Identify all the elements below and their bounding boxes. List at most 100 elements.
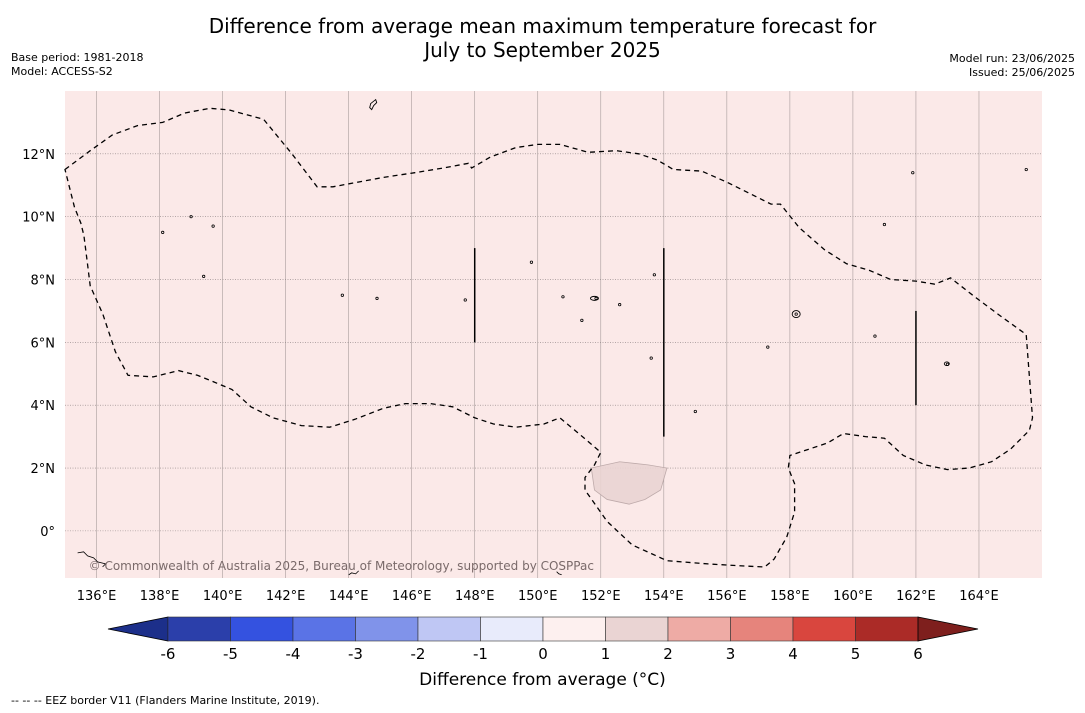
colorbar-segment <box>355 616 419 642</box>
longitude-tick-label: 148°E <box>455 589 495 604</box>
longitude-tick-label: 138°E <box>140 589 180 604</box>
map-title: Difference from average mean maximum tem… <box>0 14 1085 62</box>
title-line-1: Difference from average mean maximum tem… <box>208 14 877 38</box>
longitude-tick-label: 146°E <box>392 589 432 604</box>
longitude-tick-label: 162°E <box>896 589 936 604</box>
island-marker <box>375 296 379 300</box>
eez-border-layer <box>64 107 1034 568</box>
longitude-tick-label: 136°E <box>77 589 117 604</box>
longitude-tick-label: 160°E <box>833 589 873 604</box>
coastline <box>77 551 107 568</box>
latitude-tick-label: 6°N <box>31 336 56 351</box>
colorbar-segment <box>730 616 794 642</box>
island-marker <box>211 224 215 228</box>
colorbar-tick-label: -4 <box>286 645 301 663</box>
island-marker <box>618 303 622 307</box>
colorbar <box>107 616 979 642</box>
colorbar-segment <box>167 616 231 642</box>
island-marker <box>340 293 344 297</box>
colorbar-segment <box>230 616 294 642</box>
anomaly-patch-layer <box>590 461 668 505</box>
eez-border-line <box>64 107 1034 568</box>
colorbar-segment <box>667 616 731 642</box>
colorbar-segment <box>417 616 481 642</box>
colorbar-tick-label: 6 <box>913 645 923 663</box>
island-marker <box>693 409 697 414</box>
latitude-tick-label: 2°N <box>31 462 56 477</box>
longitude-tick-label: 154°E <box>644 589 684 604</box>
longitude-tick-label: 150°E <box>518 589 558 604</box>
issued-text: Issued: 25/06/2025 <box>968 66 1075 79</box>
colorbar-extend-low <box>107 616 169 642</box>
coastline <box>556 571 562 576</box>
model-run-text: Model run: 23/06/2025 <box>949 52 1075 65</box>
coastline <box>348 570 359 576</box>
island-marker <box>649 356 653 360</box>
model-text: Model: ACCESS-S2 <box>11 65 113 78</box>
island-marker <box>911 171 915 175</box>
anomaly-patch <box>590 461 668 505</box>
longitude-tick-label: 164°E <box>959 589 999 604</box>
island-marker <box>202 274 206 278</box>
island-outline <box>590 295 599 301</box>
longitude-tick-labels: 136°E 138°E 140°E 142°E 144°E 146°E 148°E 150°E… <box>77 589 999 604</box>
latitude-tick-label: 8°N <box>31 274 56 289</box>
island-marker <box>594 296 598 300</box>
colorbar-segment <box>542 616 606 642</box>
island-marker <box>189 215 193 219</box>
longitude-tick-label: 140°E <box>203 589 243 604</box>
island-outline <box>369 98 378 111</box>
colorbar-tick-label: 3 <box>726 645 736 663</box>
copyright-text: © Commonwealth of Australia 2025, Bureau… <box>89 559 594 573</box>
island-marker <box>1024 167 1028 172</box>
longitude-tick-label: 156°E <box>707 589 747 604</box>
island-marker <box>794 312 798 316</box>
colorbar-segment <box>855 616 919 642</box>
meta-left: Base period: 1981-2018 Model: ACCESS-S2 <box>11 51 143 79</box>
colorbar-segment <box>792 616 856 642</box>
island-outline <box>791 310 801 319</box>
colorbar-tick-label: 4 <box>788 645 798 663</box>
island-marker <box>529 260 534 264</box>
colorbar-segment <box>480 616 544 642</box>
latitude-tick-label: 12°N <box>22 148 55 163</box>
island-marker <box>766 345 770 349</box>
map-panel <box>65 91 1042 578</box>
base-period-text: Base period: 1981-2018 <box>11 51 144 64</box>
colorbar-label: Difference from average (°C) <box>419 670 666 690</box>
island-outline <box>943 361 950 366</box>
island-marker <box>580 318 584 322</box>
colorbar-tick-label: -5 <box>223 645 238 663</box>
colorbar-tick-label: 2 <box>663 645 673 663</box>
island-marker <box>561 295 565 299</box>
colorbar-tick-label: -1 <box>473 645 488 663</box>
colorbar-extend-high <box>917 616 979 642</box>
island-marker <box>161 230 165 234</box>
colorbar-tick-label: 0 <box>538 645 548 663</box>
colorbar-tick-labels: -6 -5 -4 -3 -2 -1 0 1 2 3 4 5 6 <box>161 645 923 663</box>
colorbar-tick-label: -3 <box>348 645 363 663</box>
colorbar-tick-label: 5 <box>851 645 861 663</box>
longitude-tick-label: 142°E <box>266 589 306 604</box>
latitude-tick-label: 4°N <box>31 399 56 414</box>
gridlines <box>65 91 1042 578</box>
meta-right: Model run: 23/06/2025 Issued: 25/06/2025 <box>949 52 1075 80</box>
title-line-2: July to September 2025 <box>424 38 661 62</box>
colorbar-segment <box>605 616 669 642</box>
eez-legend-note: -- -- -- EEZ border V11 (Flanders Marine… <box>11 694 320 707</box>
longitude-tick-label: 144°E <box>329 589 369 604</box>
latitude-tick-label: 10°N <box>22 211 55 226</box>
longitude-tick-label: 152°E <box>581 589 621 604</box>
latitude-tick-label: 0° <box>40 525 55 540</box>
island-marker <box>873 334 877 338</box>
colorbar-segment <box>292 616 356 642</box>
island-layer <box>77 98 1028 576</box>
colorbar-tick-label: 1 <box>601 645 611 663</box>
island-marker <box>882 222 887 227</box>
island-marker <box>463 298 467 302</box>
colorbar-tick-label: -6 <box>161 645 176 663</box>
colorbar-tick-label: -2 <box>411 645 426 663</box>
island-marker <box>652 273 656 277</box>
latitude-tick-labels: 0° 2°N 4°N 6°N 8°N 10°N 12°N <box>22 148 55 540</box>
